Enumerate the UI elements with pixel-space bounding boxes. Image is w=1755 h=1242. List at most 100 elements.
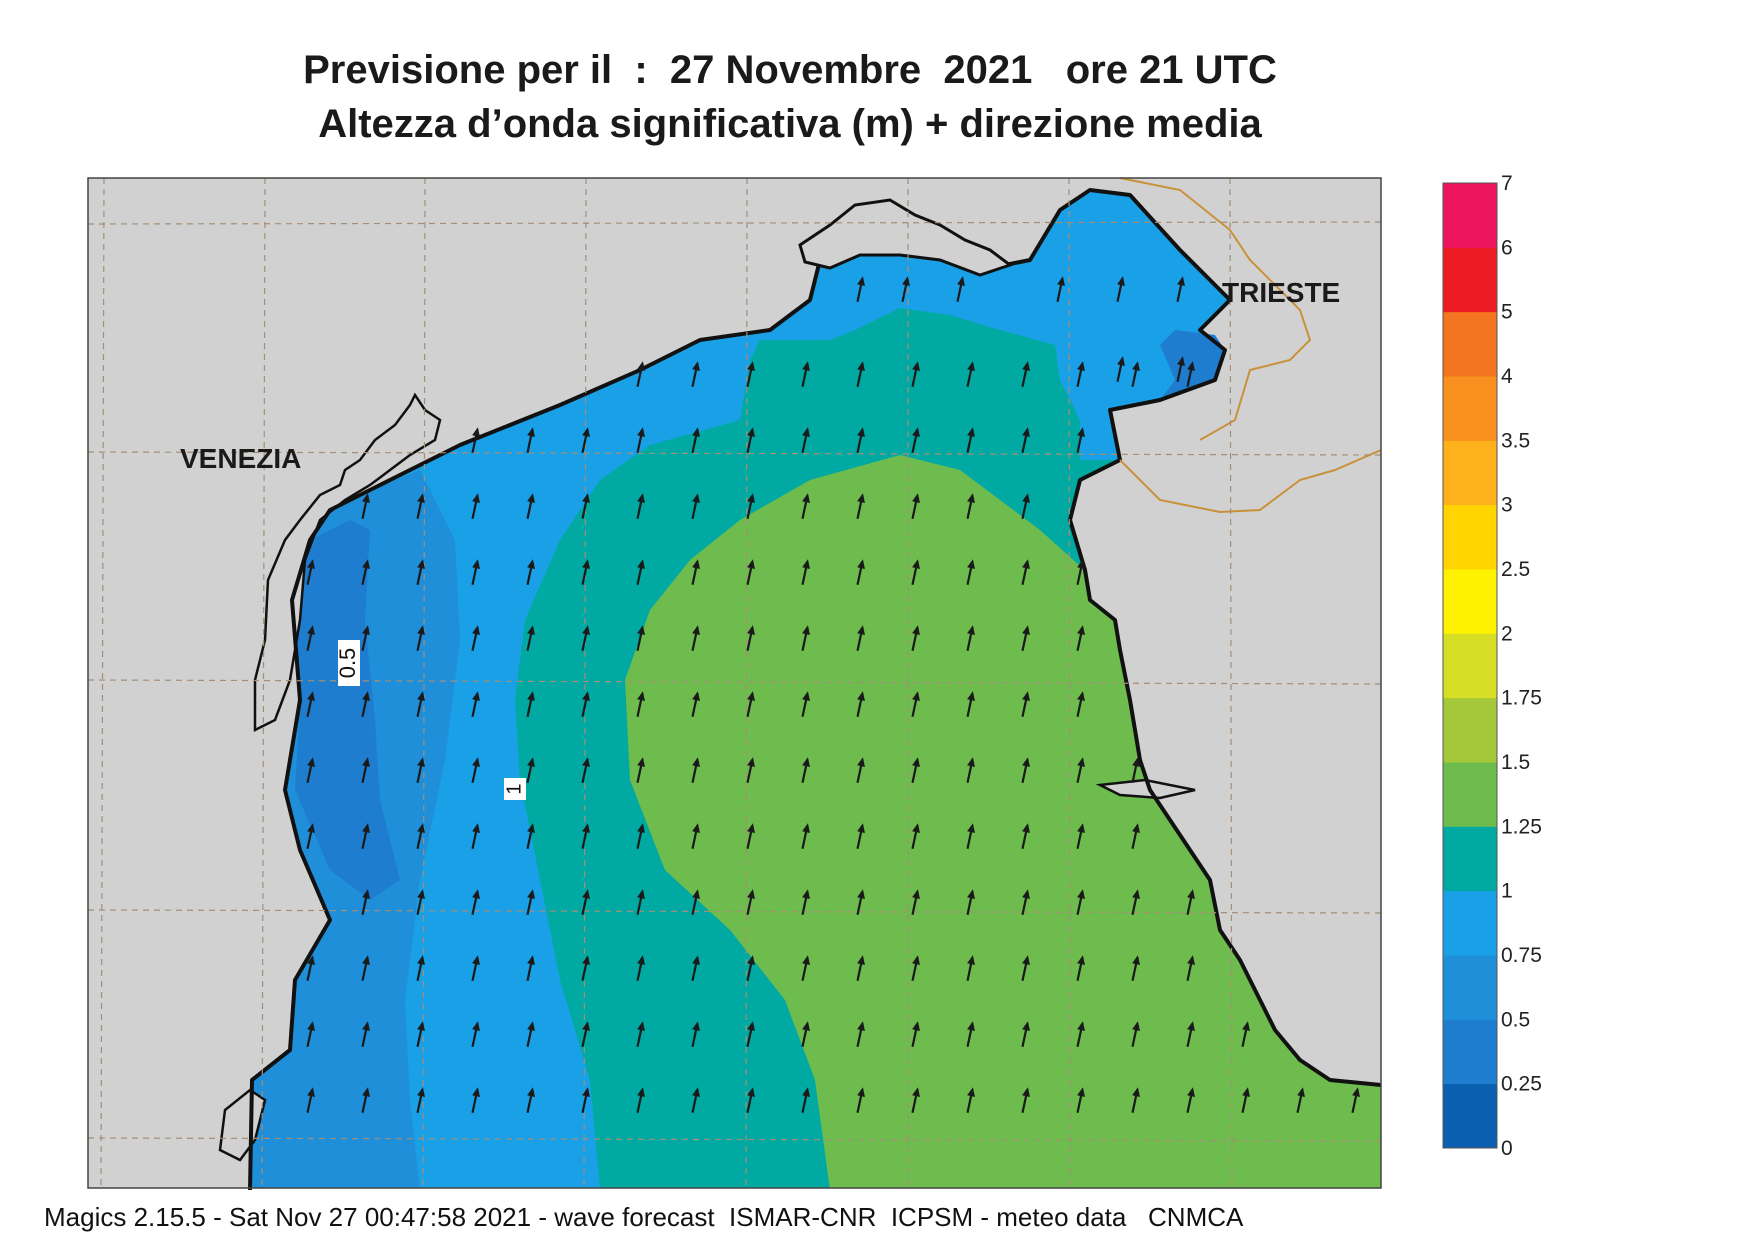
direction-arrow xyxy=(636,1087,645,1113)
direction-arrow xyxy=(471,823,480,849)
direction-arrow xyxy=(691,427,700,453)
direction-arrow xyxy=(856,493,865,519)
direction-arrow xyxy=(746,625,755,651)
direction-arrow xyxy=(801,1021,810,1047)
direction-arrow xyxy=(746,1087,755,1113)
direction-arrow xyxy=(911,955,920,981)
direction-arrow xyxy=(361,493,370,519)
direction-arrow xyxy=(856,427,865,453)
direction-arrow xyxy=(416,955,425,981)
direction-arrow xyxy=(1131,823,1140,849)
direction-arrow xyxy=(746,757,755,783)
direction-arrow xyxy=(581,1021,590,1047)
direction-arrow xyxy=(1176,356,1185,382)
direction-arrows xyxy=(306,276,1360,1113)
contour-label-1-box: 1 xyxy=(503,778,526,800)
legend-tick-label: 1 xyxy=(1501,880,1513,903)
direction-arrow xyxy=(1076,889,1085,915)
direction-arrow xyxy=(1076,559,1085,585)
direction-arrow xyxy=(746,691,755,717)
direction-arrow xyxy=(1021,691,1030,717)
direction-arrow xyxy=(581,559,590,585)
direction-arrow xyxy=(746,559,755,585)
direction-arrow xyxy=(416,1021,425,1047)
direction-arrow xyxy=(306,757,315,783)
direction-arrow xyxy=(746,1021,755,1047)
city-label-trieste: TRIESTE xyxy=(1222,277,1340,308)
contour-label-0.5: 0.5 xyxy=(335,648,360,679)
direction-arrow xyxy=(966,625,975,651)
direction-arrow xyxy=(361,559,370,585)
direction-arrow xyxy=(1021,757,1030,783)
direction-arrow xyxy=(636,955,645,981)
legend-tick-label: 1.75 xyxy=(1501,687,1542,710)
direction-arrow xyxy=(361,757,370,783)
direction-arrow xyxy=(801,361,810,387)
legend-tick-label: 2 xyxy=(1501,622,1513,645)
direction-arrow xyxy=(636,427,645,453)
direction-arrow xyxy=(526,1021,535,1047)
legend-tick-label: 5 xyxy=(1501,301,1513,324)
legend-swatch xyxy=(1443,247,1497,313)
direction-arrow xyxy=(911,625,920,651)
direction-arrow xyxy=(691,493,700,519)
direction-arrow xyxy=(636,625,645,651)
direction-arrow xyxy=(856,625,865,651)
direction-arrow xyxy=(911,757,920,783)
direction-arrow xyxy=(361,823,370,849)
direction-arrow xyxy=(691,1087,700,1113)
direction-arrow xyxy=(581,823,590,849)
legend-tick-label: 0.75 xyxy=(1501,944,1542,967)
legend-swatch xyxy=(1443,311,1497,377)
direction-arrow xyxy=(911,559,920,585)
direction-arrow xyxy=(911,361,920,387)
direction-arrow xyxy=(1186,889,1195,915)
direction-arrow xyxy=(636,559,645,585)
direction-arrow xyxy=(966,691,975,717)
direction-arrow xyxy=(746,889,755,915)
direction-arrow xyxy=(1186,361,1195,387)
direction-arrow xyxy=(1076,691,1085,717)
legend-tick-label: 6 xyxy=(1501,236,1513,259)
direction-arrow xyxy=(1076,955,1085,981)
direction-arrow xyxy=(361,625,370,651)
direction-arrow xyxy=(1186,1087,1195,1113)
title-line-1: Previsione per il : 27 Novembre 2021 ore… xyxy=(303,48,1277,92)
national-border xyxy=(1119,177,1382,514)
direction-arrow xyxy=(856,757,865,783)
direction-arrow xyxy=(471,493,480,519)
graticule xyxy=(87,177,1382,1189)
direction-arrow xyxy=(966,955,975,981)
direction-arrow xyxy=(306,559,315,585)
legend-tick-label: 2.5 xyxy=(1501,558,1530,581)
direction-arrow xyxy=(636,889,645,915)
legend-swatch xyxy=(1443,440,1497,506)
direction-arrow xyxy=(691,823,700,849)
direction-arrow xyxy=(636,1021,645,1047)
direction-arrow xyxy=(526,1087,535,1113)
direction-arrow xyxy=(691,1021,700,1047)
direction-arrow xyxy=(471,559,480,585)
direction-arrow xyxy=(1131,1087,1140,1113)
grado-lagoon-land xyxy=(798,198,1014,277)
direction-arrow xyxy=(306,1021,315,1047)
direction-arrow xyxy=(1021,427,1030,453)
direction-arrow xyxy=(966,889,975,915)
direction-arrow xyxy=(1021,625,1030,651)
direction-arrow xyxy=(471,955,480,981)
direction-arrow xyxy=(526,427,535,453)
direction-arrow xyxy=(361,691,370,717)
direction-arrow xyxy=(526,955,535,981)
direction-arrow xyxy=(581,691,590,717)
legend-swatch xyxy=(1443,890,1497,956)
direction-arrow xyxy=(691,361,700,387)
direction-arrow xyxy=(1186,1021,1195,1047)
direction-arrow xyxy=(856,889,865,915)
legend-swatch xyxy=(1443,1083,1497,1149)
legend-swatch xyxy=(1443,504,1497,570)
legend-swatch xyxy=(1443,697,1497,763)
direction-arrow xyxy=(526,757,535,783)
direction-arrow xyxy=(581,1087,590,1113)
direction-arrow xyxy=(361,889,370,915)
direction-arrow xyxy=(856,1087,865,1113)
